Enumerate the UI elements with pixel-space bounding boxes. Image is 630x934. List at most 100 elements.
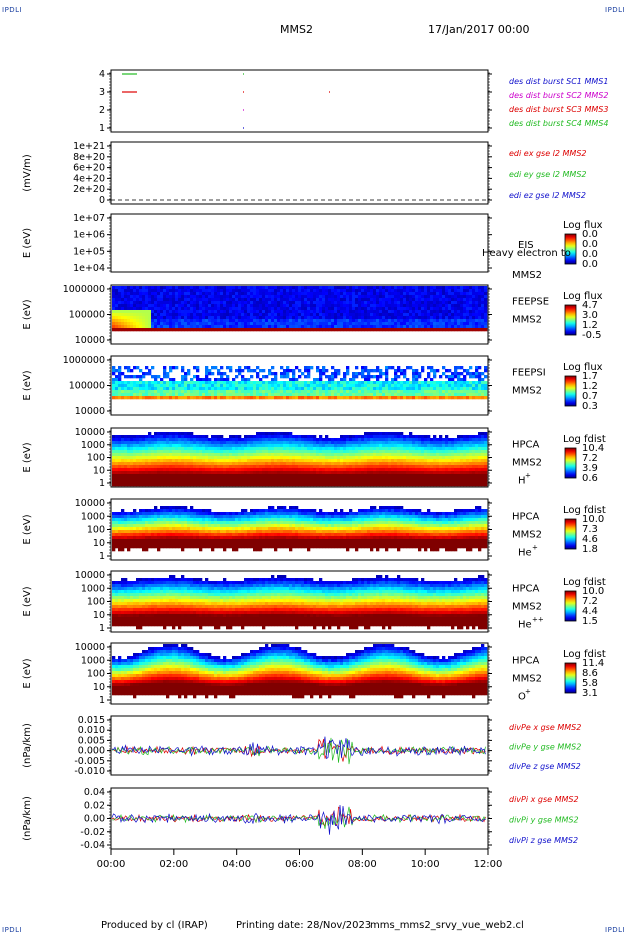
y-tick-label: 0.005 [78, 735, 105, 746]
colorbar-tick-label: 0.0 [582, 259, 598, 270]
spacecraft-label: MMS2 [512, 386, 542, 397]
y-tick-label: 1000000 [63, 284, 105, 295]
colorbar-tick-label: 10.0 [582, 586, 604, 597]
y-axis-label: E (eV) [22, 228, 33, 258]
footer-printing-date: Printing date: 28/Nov/2023 [236, 920, 372, 931]
panel-hpca_hepp: 10000 1000 100 10 1 E (eV) Log fdist10.07.24.4… [22, 570, 606, 634]
y-tick-label: 1000 [81, 583, 105, 594]
panel-hpca_o: 10000 1000 100 10 1 E (eV) Log fdist11.48.65.8… [22, 642, 606, 706]
colorbar-title: Log fdist [563, 577, 606, 588]
colorbar-tick-label: 1.2 [582, 381, 598, 392]
colorbar [564, 590, 577, 622]
spectrogram-heatmap [112, 286, 488, 332]
spacecraft-title: MMS2 [280, 23, 313, 36]
colorbar-tick-label: 11.4 [582, 658, 604, 669]
panel-frame [110, 141, 489, 205]
y-tick-label: 100000 [69, 310, 105, 321]
x-tick-label: 10:00 [411, 859, 440, 870]
colorbar-title: Log fdist [563, 434, 606, 445]
colorbar-title: Log flux [563, 291, 603, 302]
y-axis-label: (nPa/km) [22, 796, 33, 841]
series-line [111, 736, 486, 760]
legend-entry: divPe z gse MMS2 [509, 762, 581, 771]
panel-frame [110, 642, 489, 705]
y-tick-label: 1 [99, 551, 105, 562]
y-tick-label: 100 [87, 669, 105, 680]
y-tick-label: 0.015 [78, 715, 105, 726]
y-tick-label: 1 [99, 623, 105, 634]
legend-entry: des dist burst SC3 MMS3 [509, 105, 608, 114]
instrument-label: HPCA [512, 440, 540, 451]
corner-label-bottom-left: IPDLI [2, 926, 23, 934]
species-charge-label: + [525, 688, 531, 696]
colorbar-title: Log flux [563, 362, 603, 373]
colorbar-title: Log flux [563, 220, 603, 231]
y-tick-label: 1000000 [63, 355, 105, 366]
spectrogram-heatmap [112, 644, 488, 699]
corner-label-top-left: IPDLI [2, 6, 23, 14]
colorbar-tick-label: 7.2 [582, 453, 598, 464]
legend-entry: divPe x gse MMS2 [509, 723, 581, 732]
y-tick-label: 10000 [75, 335, 105, 346]
panel-burst: 4 3 2 1 des dist burst SC1 MMS1 des dist burs… [99, 69, 608, 134]
colorbar-tick-label: 3.9 [582, 463, 598, 474]
colorbar-tick-label: 8.6 [582, 668, 598, 679]
colorbar-title: Log fdist [563, 649, 606, 660]
x-axis: 00:00 02:00 04:00 06:00 08:00 10:00 12:00 [97, 849, 502, 870]
colorbar-tick-label: 0.0 [582, 239, 598, 250]
instrument-label: EIS [518, 240, 534, 251]
spacecraft-label: MMS2 [512, 530, 542, 541]
y-tick-label: 1000 [81, 511, 105, 522]
y-tick-label: 2e+20 [73, 184, 105, 195]
colorbar [564, 375, 577, 407]
colorbar [564, 518, 577, 550]
y-tick-label: 0.000 [78, 746, 105, 757]
y-tick-label: 1e+07 [73, 213, 105, 224]
panel-frame [110, 69, 489, 133]
y-tick-label: 2 [99, 105, 105, 116]
species-label: He [518, 620, 532, 631]
colorbar-tick-label: 3.1 [582, 688, 598, 699]
x-tick-label: 02:00 [159, 859, 188, 870]
y-tick-label: 0.04 [84, 787, 105, 798]
y-tick-label: -0.010 [74, 766, 105, 777]
corner-label-top-right: IPDLI [605, 6, 626, 14]
footer-produced-by: Produced by cl (IRAP) [101, 920, 208, 931]
y-tick-label: 1e+05 [73, 246, 105, 257]
colorbar-tick-label: 4.6 [582, 534, 598, 545]
legend-entry: des dist burst SC4 MMS4 [509, 119, 608, 128]
legend-entry: divPi x gse MMS2 [509, 795, 579, 804]
panel-frame [110, 213, 489, 273]
colorbar-tick-label: 0.0 [582, 249, 598, 260]
y-tick-label: 1 [99, 478, 105, 489]
y-tick-label: 4e+20 [73, 173, 105, 184]
legend-entry: des dist burst SC1 MMS1 [509, 77, 608, 86]
y-tick-label: 100 [87, 597, 105, 608]
y-tick-label: 1e+06 [73, 230, 105, 241]
series-line [111, 804, 486, 835]
y-tick-label: 0.010 [78, 725, 105, 736]
y-tick-label: 0.02 [84, 800, 105, 811]
x-tick-label: 04:00 [222, 859, 251, 870]
y-axis-label: E (eV) [22, 442, 33, 472]
corner-label-bottom-right: IPDLI [605, 926, 626, 934]
colorbar-tick-label: 0.3 [582, 401, 598, 412]
y-tick-label: 10000 [75, 427, 105, 438]
y-tick-label: 10 [93, 682, 105, 693]
colorbar-tick-label: -0.5 [582, 330, 602, 341]
y-tick-label: 8e+20 [73, 152, 105, 163]
y-tick-label: 1000 [81, 440, 105, 451]
y-axis-label: E (eV) [22, 299, 33, 329]
colorbar-tick-label: 0.6 [582, 473, 598, 484]
colorbar-tick-label: 0.0 [582, 229, 598, 240]
spacecraft-label: MMS2 [512, 270, 542, 281]
colorbar-tick-label: 5.8 [582, 678, 598, 689]
colorbar-tick-label: 1.8 [582, 544, 598, 555]
colorbar-tick-label: 1.7 [582, 371, 598, 382]
colorbar-tick-label: 10.0 [582, 514, 604, 525]
